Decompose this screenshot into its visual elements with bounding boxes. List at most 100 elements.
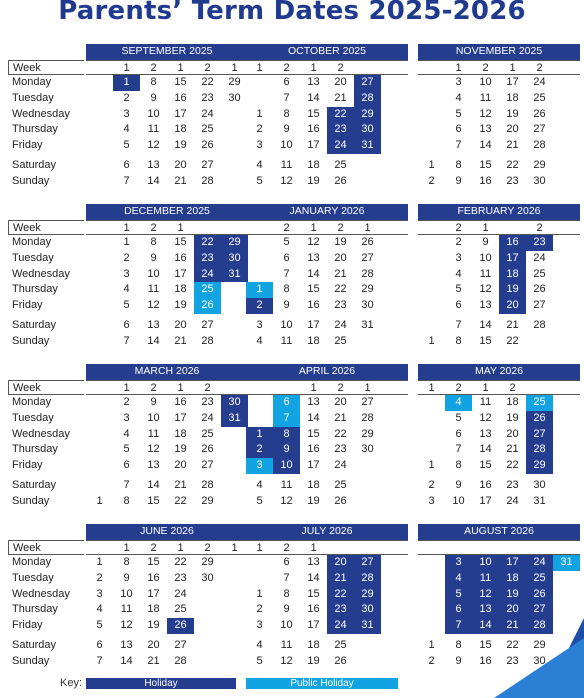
week-number: 2 <box>509 381 516 394</box>
day-cell: 22 <box>506 158 519 171</box>
week-number <box>381 61 408 77</box>
weekend-row: 4 11 18 25 <box>246 638 408 654</box>
day-cell: 7 <box>455 139 462 152</box>
weekday-row: 6 13 20 27 <box>86 458 248 474</box>
day-cell: 16 <box>174 396 187 409</box>
day-cell <box>86 318 113 334</box>
day-cell: 20 <box>499 298 526 314</box>
day-cell: 16 <box>307 299 320 312</box>
day-cell: 13 <box>472 602 499 619</box>
day-cell: 16 <box>307 123 320 136</box>
day-cell: 19 <box>174 299 187 312</box>
day-cell <box>246 411 273 427</box>
day-cell: 21 <box>174 478 187 491</box>
week-number: 2 <box>150 221 157 234</box>
month-header: NOVEMBER 2025 <box>418 44 580 60</box>
day-cell: 9 <box>455 654 462 667</box>
day-cell: 19 <box>174 139 187 152</box>
weekday-row: 1 8 15 22 29 <box>246 282 408 299</box>
day-cell: 4 <box>256 638 263 651</box>
weekday-row: 3 10 17 24 <box>418 251 580 267</box>
weekday-row: 4 11 18 25 <box>418 266 580 283</box>
week-number: 1 <box>123 221 130 234</box>
day-cell: 29 <box>201 494 214 507</box>
day-cell: 28 <box>201 174 214 187</box>
weekday-row: 6 13 20 27 <box>418 602 580 619</box>
week-number <box>86 61 113 77</box>
day-cell: 15 <box>174 76 187 89</box>
day-cell: 3 <box>455 252 462 265</box>
week-number: 1 <box>177 541 184 554</box>
day-cell: 27 <box>361 396 374 409</box>
week-number <box>418 61 445 77</box>
day-cell <box>553 587 580 603</box>
weekday-row: 2 9 16 23 30 <box>86 571 248 587</box>
day-cell: 5 <box>283 236 290 249</box>
day-cell <box>418 251 445 267</box>
corner-decoration-accent <box>494 638 584 698</box>
day-cell: 24 <box>174 587 187 600</box>
month-9: JUNE 2026 1 2 1 2 1 1 8 15 22 29 2 9 16 23 30 3 10 17 24 4 11… <box>86 524 248 669</box>
week-number <box>246 221 273 237</box>
day-cell: 9 <box>455 174 462 187</box>
row-label: Friday <box>12 299 43 312</box>
day-cell: 7 <box>455 443 462 456</box>
day-cell: 24 <box>327 138 354 154</box>
week-number: 1 <box>177 221 184 234</box>
weekend-row: 7 14 21 28 <box>86 174 248 190</box>
day-cell: 21 <box>334 412 347 425</box>
day-cell: 16 <box>307 443 320 456</box>
weekend-row: 5 12 19 26 <box>246 494 408 510</box>
row-label: Wednesday <box>12 427 70 440</box>
month-5: FEBRUARY 2026 2 1 2 2 9 16 23 3 10 17 24 4 11 18 25 5 12 1… <box>418 204 580 349</box>
weekday-row: 5 12 19 26 <box>418 411 580 427</box>
day-cell <box>354 478 381 494</box>
month-header: OCTOBER 2025 <box>246 44 408 60</box>
day-cell <box>221 122 248 138</box>
day-cell: 8 <box>150 236 157 249</box>
row-label: Thursday <box>12 603 58 616</box>
week-number: 1 <box>310 541 317 554</box>
day-cell: 5 <box>256 654 263 667</box>
day-cell: 23 <box>327 122 354 139</box>
row-label: Monday <box>12 556 52 569</box>
day-cell <box>381 602 408 618</box>
day-cell <box>381 334 408 350</box>
day-cell <box>418 587 445 603</box>
weekday-row: 3 10 17 24 <box>86 587 248 603</box>
day-cell <box>553 458 580 474</box>
row-label: Week <box>8 539 84 556</box>
day-cell <box>418 427 445 443</box>
day-cell: 20 <box>334 396 347 409</box>
day-cell: 4 <box>123 283 130 296</box>
week-number: 1 <box>364 381 371 394</box>
row-label: Saturday <box>12 158 57 171</box>
weekday-row: 7 14 21 28 <box>418 442 580 459</box>
day-cell: 11 <box>479 92 492 105</box>
day-cell <box>381 571 408 587</box>
day-cell: 10 <box>280 619 293 632</box>
day-cell <box>381 174 408 190</box>
day-cell: 18 <box>307 478 320 491</box>
day-cell <box>221 478 248 494</box>
day-cell <box>194 602 221 618</box>
day-cell <box>381 235 408 251</box>
row-labels: Week Monday Tuesday Wednesday Thursday Friday… <box>8 219 84 350</box>
week-number: 2 <box>283 541 290 554</box>
day-cell <box>221 298 248 314</box>
day-cell: 23 <box>334 299 347 312</box>
day-cell: 29 <box>526 458 553 474</box>
day-cell <box>194 587 221 603</box>
week-number-row: 2 1 2 <box>418 219 580 236</box>
day-cell: 29 <box>361 283 374 296</box>
day-cell: 25 <box>334 478 347 491</box>
week-number <box>327 541 354 557</box>
day-cell <box>553 442 580 458</box>
day-cell: 30 <box>533 174 546 187</box>
week-number <box>445 541 472 557</box>
row-label: Sunday <box>12 654 50 667</box>
day-cell <box>221 174 248 190</box>
day-cell <box>418 318 445 334</box>
weekday-row: 5 12 19 26 <box>246 235 408 251</box>
day-cell: 23 <box>194 251 221 267</box>
